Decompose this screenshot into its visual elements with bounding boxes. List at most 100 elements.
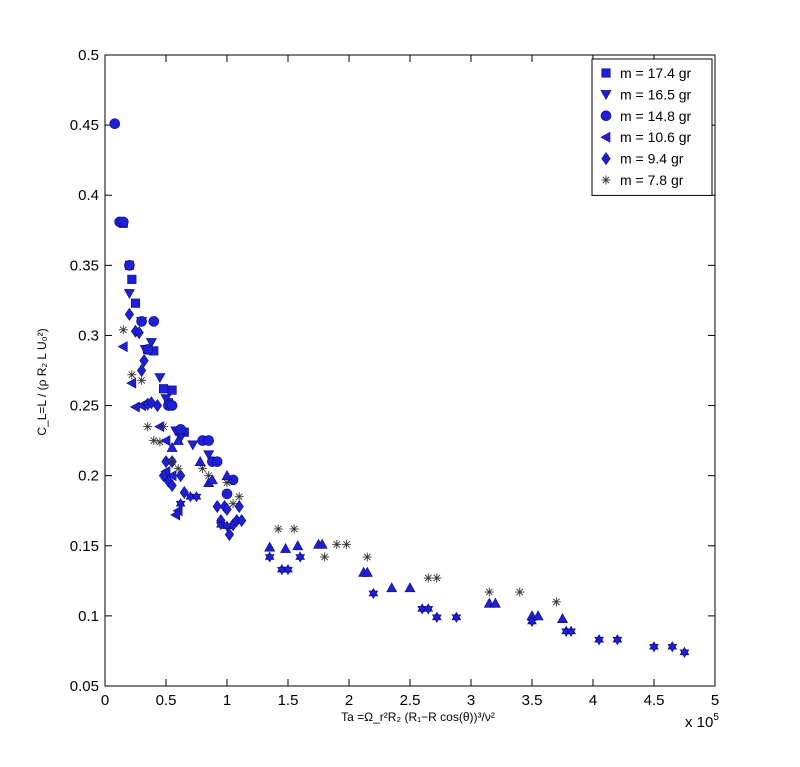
- point-circle: [166, 400, 178, 411]
- y-tick-label: 0.25: [70, 398, 99, 415]
- point-hexagram: [566, 625, 576, 637]
- star-stroke: [363, 553, 371, 561]
- point-triangle-up: [316, 538, 328, 549]
- series-star: [118, 325, 561, 607]
- legend-marker-triangle-left: [600, 131, 611, 143]
- legend-item: m = 16.5 gr: [600, 86, 692, 102]
- legend-item: m = 10.6 gr: [600, 129, 692, 145]
- point-circle: [175, 424, 186, 435]
- point-star: [159, 422, 169, 432]
- star-stroke: [205, 472, 213, 480]
- hexagram-part: [191, 493, 202, 503]
- point-star: [234, 492, 244, 502]
- point-triangle-up: [489, 597, 501, 608]
- y-axis-label: C_L=L / (ρ R₂ L U₀²): [35, 328, 49, 435]
- star-stroke: [223, 479, 231, 487]
- legend-label: m = 17.4 gr: [620, 65, 692, 81]
- legend-marker-triangle-down: [600, 90, 612, 101]
- point-star: [173, 464, 183, 474]
- point-star: [484, 587, 494, 597]
- series-hexagram: [175, 491, 690, 658]
- legend-item: m = 17.4 gr: [601, 65, 692, 81]
- star-stroke: [516, 588, 524, 596]
- point-triangle-left: [126, 377, 137, 389]
- y-tick-label: 0.3: [78, 327, 99, 344]
- point-star: [515, 587, 525, 597]
- point-circle: [203, 435, 214, 446]
- x-tick-label: 4.5: [644, 692, 665, 709]
- legend-item: m = 7.8 gr: [601, 172, 684, 188]
- point-star: [228, 499, 238, 509]
- point-triangle-up: [166, 442, 178, 452]
- x-multiplier-label: x 10: [685, 714, 713, 731]
- legend-label: m = 7.8 gr: [620, 172, 684, 188]
- series-triangle-down: [123, 289, 215, 461]
- star-stroke: [433, 574, 441, 582]
- point-star: [332, 539, 342, 549]
- hexagram-part: [431, 614, 442, 623]
- y-tick-label: 0.15: [70, 538, 99, 555]
- point-diamond: [167, 478, 177, 493]
- star-stroke: [333, 540, 341, 548]
- point-triangle-up: [361, 566, 373, 577]
- x-multiplier-exponent: 5: [713, 712, 719, 723]
- y-tick-label: 0.1: [78, 608, 99, 625]
- legend-box: [591, 58, 713, 196]
- point-circle: [124, 260, 135, 271]
- point-hexagram: [368, 587, 379, 600]
- point-diamond: [161, 455, 171, 469]
- point-star: [118, 325, 128, 335]
- point-triangle-left: [117, 341, 128, 353]
- point-star: [342, 539, 352, 549]
- hexagram-part: [649, 643, 659, 653]
- star-stroke: [199, 465, 207, 473]
- point-diamond: [224, 528, 235, 542]
- star-stroke: [156, 438, 164, 446]
- point-triangle-down: [145, 338, 157, 349]
- point-triangle-up: [206, 474, 218, 485]
- x-tick-label: 1: [223, 692, 231, 709]
- point-hexagram: [451, 611, 462, 623]
- point-triangle-up: [404, 582, 416, 593]
- point-circle: [109, 118, 121, 130]
- hexagram-part: [368, 590, 379, 600]
- legend-label: m = 14.8 gr: [620, 108, 692, 124]
- x-tick-label: 4: [589, 692, 597, 709]
- point-star: [432, 573, 442, 583]
- y-tick-label: 0.2: [78, 468, 99, 485]
- point-diamond: [179, 485, 189, 500]
- data-marks: [109, 118, 690, 658]
- x-tick-label: 2: [345, 692, 353, 709]
- star-stroke: [290, 525, 298, 533]
- point-star: [155, 437, 165, 447]
- point-triangle-down: [187, 440, 199, 451]
- legend-marker-square: [601, 68, 611, 78]
- hexagram-part: [423, 606, 434, 615]
- legend-item: m = 14.8 gr: [600, 108, 692, 124]
- series-circle: [109, 118, 239, 500]
- hexagram-part: [264, 554, 275, 563]
- legend-label: m = 10.6 gr: [620, 129, 692, 145]
- star-stroke: [235, 493, 243, 501]
- point-star: [289, 524, 299, 534]
- point-star: [137, 375, 147, 385]
- point-circle: [221, 488, 233, 500]
- star-stroke: [168, 458, 176, 466]
- star-stroke: [485, 588, 493, 596]
- point-circle: [142, 344, 153, 355]
- star-stroke: [229, 500, 237, 508]
- series-triangle-up: [166, 434, 569, 623]
- series-diamond: [124, 307, 247, 542]
- point-triangle-up: [172, 434, 184, 445]
- point-triangle-up: [386, 582, 398, 593]
- point-square: [130, 298, 141, 308]
- x-tick-label: 1.5: [278, 692, 299, 709]
- point-diamond: [134, 326, 144, 340]
- point-circle: [118, 216, 129, 228]
- hexagram-part: [566, 628, 576, 637]
- point-triangle-left: [170, 509, 181, 521]
- star-stroke: [321, 553, 329, 561]
- y-tick-label: 0.4: [78, 187, 99, 204]
- point-hexagram: [283, 564, 293, 576]
